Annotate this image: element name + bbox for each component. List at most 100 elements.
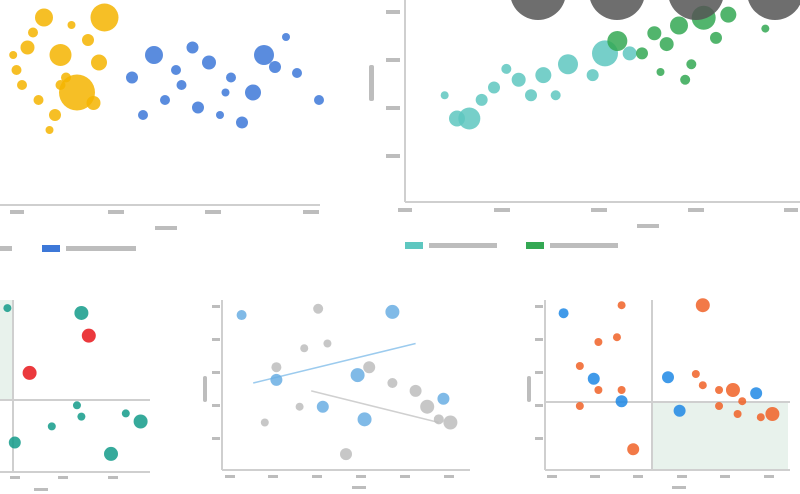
chart-5-series-2-point <box>617 301 626 310</box>
chart-4-series-2-point <box>409 384 422 397</box>
chart-1-series-2-point <box>254 45 274 65</box>
chart-1-series-1-point <box>67 21 76 29</box>
chart-2-series-2-point <box>680 74 691 85</box>
chart-5-x-tick <box>590 475 600 478</box>
chart-4-x-tick <box>225 475 235 478</box>
chart-2-legend-label-1 <box>429 243 497 248</box>
chart-1-series-2-point <box>202 55 216 70</box>
chart-2-series-1-point <box>622 46 637 61</box>
chart-4-x-tick <box>400 475 410 478</box>
chart-2-x-tick <box>688 208 704 212</box>
chart-1-series-1-point <box>35 8 53 27</box>
chart-3-series-2-point <box>133 414 148 429</box>
chart-4-series-1-point <box>357 412 372 427</box>
chart-1-series-2-point <box>314 95 324 105</box>
chart-5-y-tick <box>535 371 543 374</box>
chart-3-series-2-point <box>47 422 56 431</box>
chart-5-y-label <box>527 376 531 402</box>
chart-3-quadrant-region <box>0 300 13 400</box>
chart-3-x-tick <box>10 476 20 479</box>
round-button[interactable] <box>668 0 724 20</box>
chart-2-x-tick <box>591 208 607 212</box>
chart-2-series-2-point <box>686 59 697 70</box>
chart-5-series-2-point <box>575 402 584 410</box>
chart-5-series-2-point <box>594 386 603 394</box>
chart-1-series-2-point <box>171 65 181 75</box>
chart-3-x-label <box>34 488 48 491</box>
chart-1-legend-swatch <box>42 245 60 252</box>
chart-3-x-tick <box>108 476 118 479</box>
chart-3 <box>0 300 150 491</box>
chart-2-series-2-point <box>720 6 737 23</box>
chart-1-x-tick <box>108 210 124 214</box>
round-button[interactable] <box>510 0 566 20</box>
chart-3-x-tick <box>58 476 68 479</box>
chart-4-series-2-point <box>323 339 332 348</box>
chart-2-y-tick <box>386 58 400 62</box>
chart-2 <box>369 0 800 249</box>
chart-2-series-2-point <box>647 26 662 41</box>
chart-5 <box>527 298 790 489</box>
chart-5-y-tick <box>535 338 543 341</box>
chart-5-y-tick <box>535 404 543 407</box>
chart-2-series-1-point <box>475 93 488 106</box>
chart-1-series-1-point <box>20 40 35 55</box>
chart-4-series-2-point <box>443 415 458 430</box>
chart-2-series-2-point <box>636 47 648 60</box>
chart-1-series-1-point <box>90 3 119 32</box>
chart-1 <box>0 3 324 252</box>
chart-4-trendline <box>311 390 439 424</box>
chart-1-series-2-point <box>145 46 163 64</box>
chart-5-series-2-point <box>612 333 621 342</box>
chart-2-series-1-point <box>488 81 500 94</box>
chart-2-x-tick <box>398 208 412 212</box>
chart-3-series-2-point <box>8 436 21 449</box>
chart-5-series-3-point <box>750 387 763 400</box>
round-button[interactable] <box>589 0 645 20</box>
chart-5-series-2-point <box>715 386 724 394</box>
chart-1-series-1-point <box>86 96 101 110</box>
chart-4-y-tick <box>212 437 220 440</box>
chart-5-series-2-point <box>695 298 710 313</box>
chart-1-series-2-point <box>160 95 170 105</box>
chart-5-x-label <box>672 486 686 489</box>
chart-4-x-tick <box>312 475 322 478</box>
chart-1-series-2-point <box>221 88 230 97</box>
chart-2-series-1-point <box>525 89 537 102</box>
chart-2-series-2-point <box>761 24 770 33</box>
chart-4-series-2-point <box>363 361 376 374</box>
chart-1-series-1-point <box>17 80 27 90</box>
chart-4-series-1-point <box>316 400 329 413</box>
chart-5-x-tick <box>720 475 730 478</box>
chart-5-series-3-point <box>558 308 569 319</box>
chart-3-series-2-point <box>77 412 86 421</box>
chart-2-series-2-point <box>670 16 688 35</box>
chart-1-legend-label <box>66 246 136 251</box>
chart-1-series-1-point <box>45 126 54 134</box>
chart-3-series-2-point <box>74 305 89 320</box>
chart-2-series-1-point <box>501 63 512 74</box>
chart-4-points <box>236 303 458 461</box>
chart-2-y-label <box>369 65 374 101</box>
chart-5-x-tick <box>677 475 687 478</box>
chart-5-x-tick <box>547 475 557 478</box>
chart-1-series-2-point <box>192 101 204 114</box>
chart-2-legend-label-2 <box>550 243 618 248</box>
chart-5-series-2-point <box>715 402 724 410</box>
chart-1-series-2-point <box>245 84 261 101</box>
chart-4-series-2-point <box>340 448 352 461</box>
round-button[interactable] <box>747 0 800 20</box>
chart-2-legend-swatch-1 <box>405 242 423 249</box>
chart-1-x-tick <box>205 210 221 214</box>
chart-2-series-1-point <box>458 107 481 130</box>
chart-1-series-1-point <box>11 65 22 75</box>
chart-4-series-2-point <box>295 402 304 411</box>
chart-5-series-2-point <box>575 362 584 370</box>
chart-1-points <box>9 3 324 134</box>
chart-1-series-2-point <box>282 33 290 41</box>
chart-4-y-tick <box>212 404 220 407</box>
chart-5-y-tick <box>535 305 543 308</box>
chart-4-series-2-point <box>260 418 269 427</box>
chart-3-series-3-point <box>81 328 96 343</box>
chart-1-series-1-point <box>91 54 107 71</box>
